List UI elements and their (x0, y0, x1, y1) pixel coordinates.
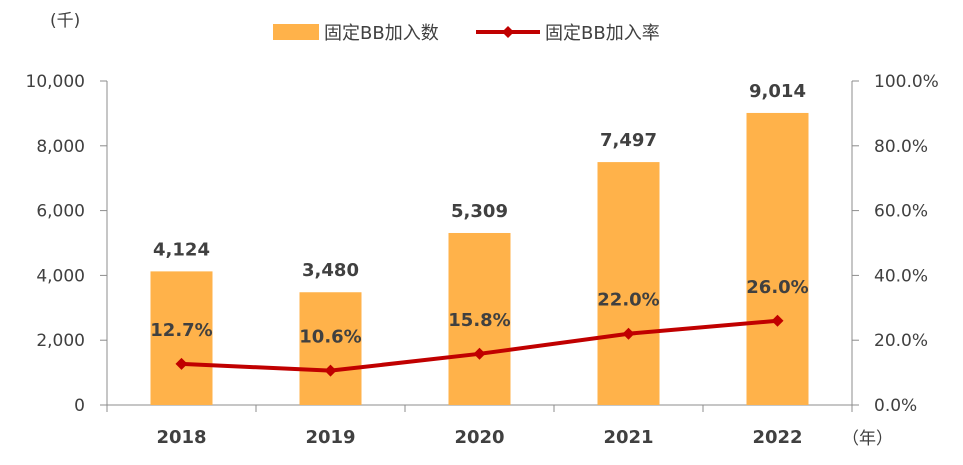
x-axis-tick-label: 2020 (454, 427, 504, 448)
axes: 0 2,000 4,000 6,000 8,000 10,000 0.0% 20.0% 40.0… (26, 72, 939, 448)
left-axis-tick-label: 8,000 (36, 137, 85, 157)
legend-line-marker (502, 26, 514, 38)
bar-value-label: 3,480 (302, 260, 359, 281)
right-axis-tick-label: 0.0% (874, 396, 917, 416)
bar (746, 112, 809, 405)
x-axis-tick-label: 2021 (603, 427, 653, 448)
x-axis-tick-label: 2018 (156, 427, 206, 448)
bar (150, 271, 213, 405)
legend-bar-label: 固定BB加入数 (324, 23, 439, 44)
left-axis-tick-label: 4,000 (36, 266, 85, 286)
bar-value-label: 4,124 (153, 239, 210, 260)
x-axis-tick-label: 2022 (752, 427, 802, 448)
legend: 固定BB加入数 固定BB加入率 (273, 23, 660, 44)
legend-line-label: 固定BB加入率 (545, 23, 660, 44)
left-axis-tick-label: 2,000 (36, 331, 85, 351)
line-value-label: 26.0% (746, 277, 808, 298)
line-point (622, 327, 635, 340)
bar-series: 4,124 3,480 5,309 7,497 9,014 (150, 81, 809, 405)
x-axis-unit-label: （年） (842, 429, 893, 449)
right-axis-tick-label: 40.0% (874, 266, 928, 286)
bar-value-label: 7,497 (600, 130, 657, 151)
right-axis-tick-label: 100.0% (874, 72, 939, 92)
line-point (473, 347, 486, 360)
line-value-label: 10.6% (299, 327, 361, 348)
line-value-label: 15.8% (448, 310, 510, 331)
right-axis-tick-label: 20.0% (874, 331, 928, 351)
right-axis-tick-label: 80.0% (874, 137, 928, 157)
left-axis-tick-label: 10,000 (26, 72, 85, 92)
bar-value-label: 9,014 (749, 81, 806, 102)
bar (448, 232, 511, 405)
left-axis-tick-label: 0 (74, 396, 85, 416)
line-series: 12.7% 10.6% 15.8% 22.0% 26.0% (150, 277, 809, 377)
legend-bar-swatch (273, 24, 319, 40)
bar (299, 292, 362, 405)
line-point (175, 357, 188, 370)
right-axis-tick-label: 60.0% (874, 202, 928, 222)
bar-value-label: 5,309 (451, 201, 508, 222)
bar (597, 162, 660, 405)
line-value-label: 22.0% (597, 290, 659, 311)
left-axis-unit-label: (千) (50, 11, 80, 31)
line-point (324, 364, 337, 377)
line-value-label: 12.7% (150, 320, 212, 341)
line-point (771, 314, 784, 327)
x-axis-tick-label: 2019 (305, 427, 355, 448)
left-axis-tick-label: 6,000 (36, 202, 85, 222)
